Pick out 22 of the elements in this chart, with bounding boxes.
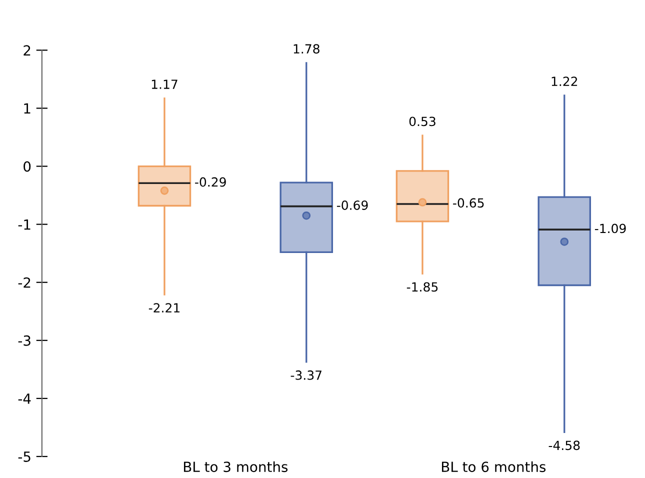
x-tick-label: BL to 6 months <box>442 461 546 472</box>
annotation: -0.69 <box>336 200 368 210</box>
y-tick-label: -1 <box>18 219 30 230</box>
annotation: -0.65 <box>453 198 484 208</box>
annotation: 0.53 <box>409 116 436 126</box>
y-tick-label: 0 <box>24 161 31 172</box>
y-tick-label: -3 <box>18 335 30 346</box>
annotation: -1.85 <box>406 282 438 292</box>
annotation: -1.09 <box>594 224 626 234</box>
x-tick-label: BL to 3 months <box>184 461 288 472</box>
annotation: -2.21 <box>148 303 180 312</box>
annotation: -4.58 <box>548 440 580 450</box>
annotation: 1.17 <box>152 80 178 89</box>
y-tick-label: -2 <box>18 277 30 288</box>
y-tick-label: 1 <box>24 103 30 114</box>
y-tick-label: -5 <box>18 452 30 462</box>
annotation: 1.22 <box>552 76 578 86</box>
annotation: -3.37 <box>290 370 322 380</box>
annotation: 1.78 <box>294 44 320 54</box>
y-tick-label: -4 <box>18 394 31 404</box>
y-tick-label: 2 <box>24 45 30 56</box>
annotation: -0.29 <box>195 177 226 187</box>
